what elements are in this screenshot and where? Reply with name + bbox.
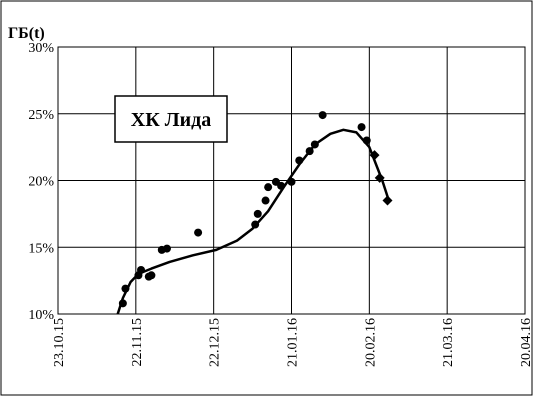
circle-point (318, 111, 327, 120)
circle-point (295, 156, 304, 165)
plot-area-frame (57, 46, 526, 315)
diamond-point (382, 195, 393, 206)
x-tick-label: 23.10.15 (52, 318, 67, 367)
y-axis-label: ГБ(t) (8, 25, 45, 42)
circle-point (277, 181, 286, 190)
y-tick-label: 15% (28, 241, 54, 256)
diamond-point (369, 150, 380, 161)
circle-point (251, 220, 260, 229)
circle-point (147, 271, 156, 280)
x-tick-label: 21.01.16 (286, 318, 301, 367)
y-tick-label: 30% (28, 41, 54, 56)
circle-point (137, 265, 146, 274)
circle-point (121, 284, 130, 293)
annotation-frame (114, 95, 228, 143)
y-tick-labels: 10% 15% 20% 25% 30% (28, 41, 54, 323)
x-tick-label: 20.04.16 (519, 318, 533, 367)
circle-point (357, 123, 366, 132)
circle-point (264, 183, 273, 192)
x-tick-labels: 23.10.15 22.11.15 22.12.15 21.01.16 20.02.16… (52, 318, 533, 367)
circle-point (310, 140, 319, 149)
x-tick-label: 22.12.15 (208, 318, 223, 367)
circle-point (261, 196, 270, 205)
circle-point (287, 177, 296, 186)
y-tick-label: 20% (28, 175, 54, 190)
circle-point (118, 299, 127, 308)
annotation-text: ХК Лида (131, 109, 212, 131)
data-points (118, 111, 393, 308)
x-tick-label: 22.11.15 (130, 318, 145, 366)
circle-point (305, 147, 314, 156)
x-tick-label: 20.02.16 (363, 318, 378, 367)
x-tick-label: 21.03.16 (441, 318, 456, 367)
circle-point (253, 209, 262, 218)
diamond-point (374, 172, 385, 183)
annotation-box: ХК Лида (114, 95, 228, 143)
circle-point (362, 136, 371, 145)
circle-point (194, 228, 203, 237)
y-tick-label: 25% (28, 108, 54, 123)
y-tick-label: 10% (28, 308, 54, 323)
circle-point (162, 244, 171, 253)
